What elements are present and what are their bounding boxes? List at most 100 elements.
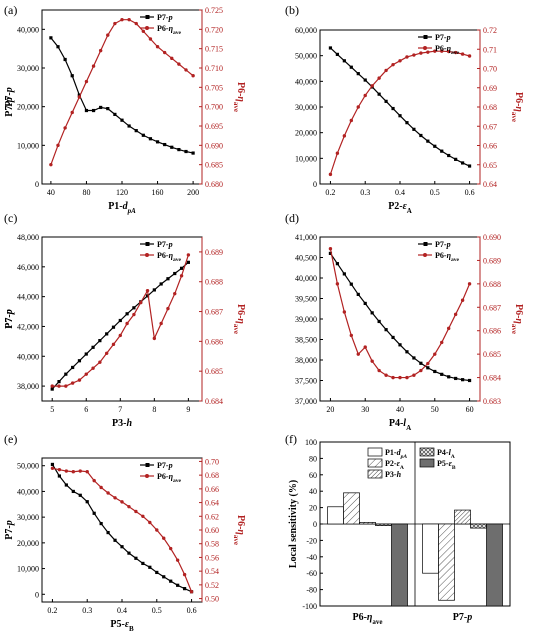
y-axis-label: P7-p [4,309,15,328]
y2-tick-label: 0.67 [483,122,497,131]
x-tick-label: 160 [152,188,164,197]
y-tick-label: 20,000 [17,103,39,112]
y-tick-label: -20 [306,536,317,545]
y-tick-label: -80 [306,586,317,595]
data-point [412,53,416,57]
x-tick-label: 20 [326,405,334,414]
data-point [176,583,180,587]
x-tick-label: 80 [82,188,90,197]
y2-tick-label: 0.64 [205,499,219,508]
data-point [182,572,187,577]
series-line-p7 [329,253,470,382]
data-point [189,590,194,594]
data-point [328,172,333,177]
panel-d: (d) 37,000 37,500 38,000 38,500 39,000 39,500 4… [4,211,524,432]
data-point [398,343,402,347]
y-tick-label: 40,000 [295,77,317,86]
y-tick-label: 46,000 [17,263,39,272]
panel-e: (e) 0 10,000 20,000 30,000 40,000 50,000 P7-p 0.… [4,432,246,633]
bar [375,523,392,526]
y-tick-label: 40,500 [295,254,317,263]
data-point [145,294,150,298]
data-point [77,359,82,363]
x-tick-label: 0.3 [360,188,370,197]
legend-marker [423,46,427,50]
data-point [175,558,180,562]
data-point [412,127,416,131]
y-tick-label: 80 [309,454,317,463]
bar [454,509,471,525]
data-point [384,99,388,103]
y2-tick-label: 0.70 [483,65,497,74]
data-point [179,274,184,278]
data-point [419,368,423,373]
y-tick-label: 50,000 [295,52,317,61]
data-point [433,49,437,53]
legend-marker [423,35,428,39]
data-point [447,375,451,379]
data-point [152,288,156,292]
y2-tick-label: 0.700 [205,103,223,112]
y2-tick-label: 0.689 [205,248,223,257]
data-point [356,292,360,296]
data-point [106,491,110,495]
data-point [426,139,430,143]
data-point [104,351,109,355]
data-point [111,325,116,329]
y2-tick-label: 0.695 [205,122,223,131]
data-point [446,49,451,54]
data-point [99,105,103,110]
data-point [453,312,458,317]
y-tick-label: 39,000 [295,315,317,324]
data-point [113,112,117,116]
data-point [57,380,61,384]
data-point [183,587,187,591]
data-point [120,500,124,504]
data-point [412,356,416,360]
y-tick-label: 40,000 [17,25,39,34]
x-tick-label: 30 [361,405,369,414]
data-point [191,151,195,155]
plot-frame [41,9,203,185]
y-tick-label: -40 [306,553,317,562]
y2-tick-label: 0.725 [205,6,223,15]
data-point [84,108,89,113]
data-point [71,365,75,370]
x-tick-label: 0.6 [187,606,197,615]
y2-tick-label: 0.705 [205,83,223,92]
legend-marker [423,242,428,246]
y2-tick-label: 0.58 [205,540,219,549]
data-point [57,384,61,388]
data-point [148,37,153,41]
data-point [391,106,395,111]
data-point [159,282,163,286]
legend-marker [145,253,149,257]
panel-label: (c) [4,211,17,225]
data-point [148,565,152,569]
y-tick-label: 48,000 [17,233,39,242]
y-tick-label: 50,000 [17,462,39,471]
data-point [134,556,138,560]
data-point [162,536,166,540]
y2-tick-label: 0.60 [205,526,219,535]
x-tick-label: 0.2 [325,188,335,197]
data-point [139,300,143,305]
data-point [141,29,146,33]
data-point [391,335,395,340]
series-line-p7 [51,261,189,390]
data-point [127,504,131,509]
data-point [170,145,174,149]
data-point [92,478,96,483]
legend-marker [145,15,150,19]
data-point [141,514,145,518]
x-tick-label: 40 [47,188,55,197]
x-axis-label: P2-εA [388,201,412,215]
y-tick-label: 20,000 [17,539,39,548]
data-point [78,493,82,497]
data-point [398,375,402,380]
legend-label: P5-εB [437,459,456,471]
bar [343,492,360,525]
data-point [134,509,138,514]
y2-axis-label: P6-ηave [232,515,246,545]
